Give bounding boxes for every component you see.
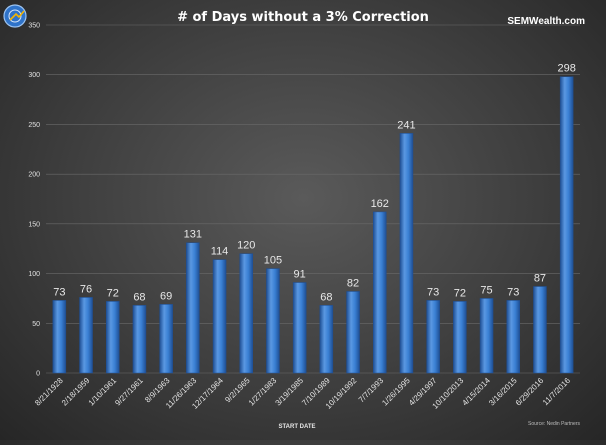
y-axis-ticks: 0 50 100 150 200 250 300 350 (28, 23, 40, 378)
data-label: 75 (480, 284, 492, 296)
x-tick-label: 9/27/1961 (113, 376, 145, 408)
bar (266, 268, 280, 374)
bar (373, 211, 387, 374)
x-axis-ticks: 8/21/19282/18/19591/10/19619/27/19618/9/… (33, 376, 572, 411)
bar (132, 305, 147, 374)
bars (52, 76, 574, 374)
bar (292, 282, 307, 374)
bar (453, 301, 467, 374)
semwealth-logo-icon (3, 4, 27, 28)
bar (239, 253, 253, 374)
x-tick-label: 6/29/2016 (514, 376, 546, 408)
data-label: 73 (53, 286, 65, 298)
bar (319, 305, 334, 374)
bar (159, 304, 173, 374)
bar (52, 300, 67, 374)
data-label: 162 (371, 198, 389, 210)
chart-title: # of Days without a 3% Correction (177, 10, 429, 25)
x-axis-title: START DATE (278, 424, 315, 430)
y-tick-label: 200 (28, 172, 40, 179)
bar (426, 300, 440, 374)
bar (399, 133, 414, 374)
bar (106, 301, 120, 374)
bar (186, 242, 200, 374)
data-label: 72 (107, 287, 119, 299)
data-label: 87 (534, 272, 546, 284)
data-labels: 73 76 72 68 69 131 114 120 105 91 68 82 162 241 73 72 75… (53, 63, 576, 304)
data-label: 72 (454, 287, 466, 299)
brand-label: SEMWealth.com (507, 16, 585, 27)
data-label: 73 (427, 286, 439, 298)
data-label: 68 (133, 291, 145, 303)
data-label: 120 (237, 240, 255, 252)
source-note: Source: Nedin Partners (528, 421, 580, 427)
data-label: 131 (184, 229, 202, 241)
data-label: 105 (264, 255, 282, 267)
y-tick-label: 250 (28, 122, 40, 129)
bar (533, 286, 547, 374)
data-label: 69 (160, 290, 172, 302)
data-label: 241 (397, 119, 415, 131)
y-tick-label: 300 (28, 72, 40, 79)
grid-lines (46, 24, 580, 374)
data-label: 76 (80, 283, 92, 295)
data-label: 114 (211, 246, 229, 258)
bar (559, 76, 574, 374)
bar (506, 300, 520, 374)
x-tick-label: 11/7/2016 (541, 376, 572, 407)
bar (346, 291, 360, 374)
y-tick-label: 350 (28, 23, 40, 30)
y-tick-label: 0 (36, 371, 40, 378)
data-label: 73 (507, 286, 519, 298)
data-label: 82 (347, 277, 359, 289)
bar (212, 259, 227, 374)
y-tick-label: 100 (28, 271, 40, 278)
bar (79, 297, 93, 374)
bar (479, 298, 494, 374)
data-label: 91 (294, 269, 306, 281)
data-label: 298 (557, 63, 575, 75)
data-label: 68 (320, 291, 332, 303)
y-tick-label: 50 (32, 321, 40, 328)
y-tick-label: 150 (28, 221, 40, 228)
